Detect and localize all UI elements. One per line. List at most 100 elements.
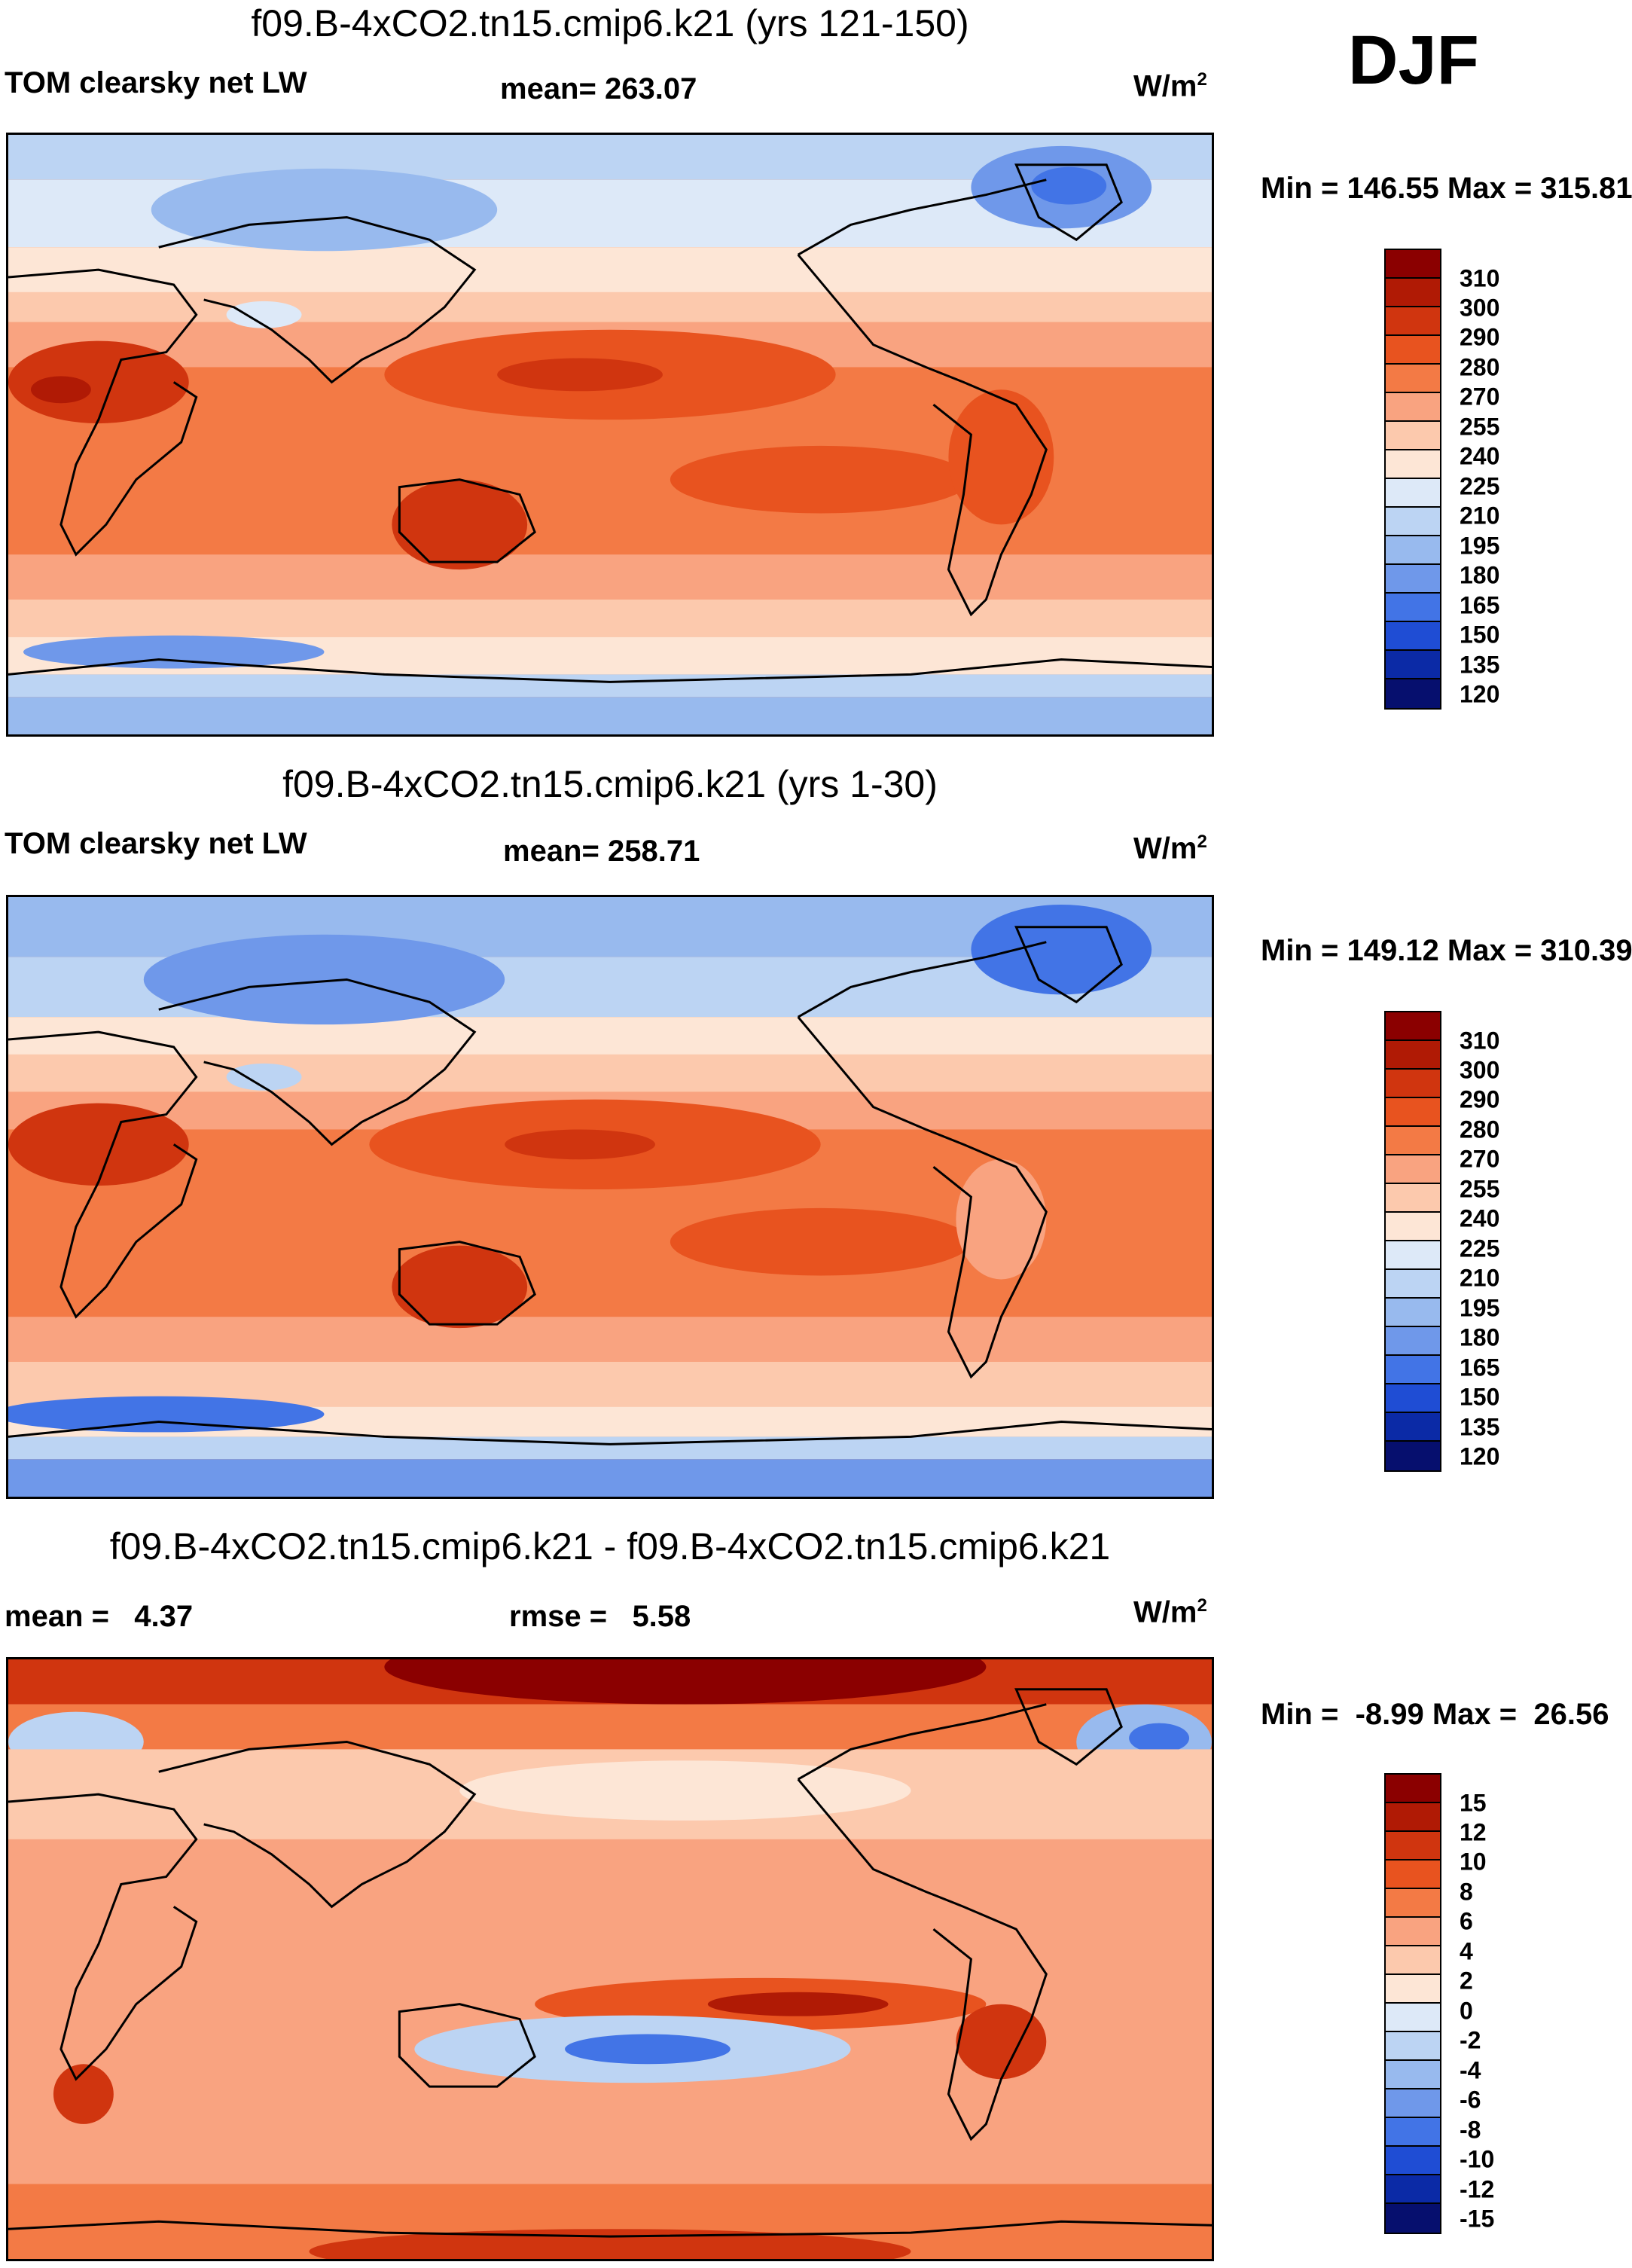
cb2-tick: 225 <box>1460 1235 1500 1262</box>
panel1-title: f09.B-4xCO2.tn15.cmip6.k21 (yrs 121-150) <box>251 2 969 44</box>
antarctic-warm <box>309 2229 911 2259</box>
cb1-tick: 255 <box>1460 413 1500 441</box>
cb1-box <box>1386 594 1440 622</box>
africa-coast <box>8 1793 198 2081</box>
spac-warm <box>670 445 972 514</box>
panel3-map-svg <box>8 1659 1212 2259</box>
cb2-tick: 255 <box>1460 1175 1500 1203</box>
cb2-tick: 310 <box>1460 1027 1500 1055</box>
cb3-box <box>1386 1803 1440 1832</box>
cb1-box <box>1386 536 1440 565</box>
greenland-cold <box>971 904 1152 995</box>
coastlines <box>8 926 1212 1445</box>
eurasia-coast <box>158 978 477 1146</box>
greenland-core <box>1031 166 1107 205</box>
cb3-box <box>1386 2032 1440 2061</box>
band-south1 <box>8 554 1212 600</box>
cb3-box <box>1386 2004 1440 2032</box>
australia-coast <box>398 478 536 563</box>
panel3-rmse: rmse = 5.58 <box>509 1600 691 1633</box>
cb2-box <box>1386 1384 1440 1413</box>
antarctica-coast <box>8 1421 1212 1445</box>
cb3-tick: 2 <box>1460 1967 1473 1995</box>
band-south1 <box>8 1317 1212 1362</box>
cb3-tick: -8 <box>1460 2116 1481 2144</box>
greenland-coast <box>1014 163 1123 242</box>
eurasia-coast <box>158 1740 477 1909</box>
cb1-tick: 240 <box>1460 442 1500 470</box>
cb1-box <box>1386 250 1440 279</box>
africa-coast <box>8 268 198 557</box>
panel1-map <box>6 133 1214 737</box>
cb2-tick: 270 <box>1460 1145 1500 1173</box>
cb3-tick: 15 <box>1460 1789 1487 1817</box>
namerica-north <box>797 941 1047 1018</box>
npac-warm-core <box>707 1992 889 2016</box>
cb1-box <box>1386 622 1440 651</box>
cb3-tick: 10 <box>1460 1848 1487 1876</box>
australia-warm <box>392 479 528 570</box>
band-subtrop <box>8 1054 1212 1092</box>
panel3-colorbar <box>1384 1773 1441 2234</box>
panel1-minmax: Min = 146.55 Max = 315.81 <box>1261 172 1632 205</box>
eurasia-coast <box>158 215 477 384</box>
panel2-map <box>6 895 1214 1499</box>
cb3-box <box>1386 2118 1440 2147</box>
panel3-map <box>6 1657 1214 2261</box>
cb1-box <box>1386 508 1440 536</box>
cb2-tick: 290 <box>1460 1085 1500 1113</box>
cb2-box <box>1386 1270 1440 1299</box>
cb1-box <box>1386 651 1440 679</box>
cb1-box <box>1386 307 1440 336</box>
cb3-tick: -12 <box>1460 2175 1495 2203</box>
cb1-box <box>1386 279 1440 307</box>
panel3-mean: mean = 4.37 <box>5 1600 194 1633</box>
npac-neutral <box>459 1760 911 1821</box>
panel2-colorbar <box>1384 1011 1441 1472</box>
greenland-coast <box>1014 926 1123 1004</box>
panel2-units: W/m2 <box>1133 832 1207 865</box>
cb1-tick: 210 <box>1460 502 1500 530</box>
cb1-tick: 150 <box>1460 621 1500 649</box>
cb2-tick: 300 <box>1460 1056 1500 1084</box>
siberia-cold <box>151 168 498 252</box>
band-subtrop <box>8 292 1212 322</box>
africa-coast <box>8 1030 198 1319</box>
cb1-tick: 120 <box>1460 680 1500 708</box>
spac-warm <box>670 1207 972 1276</box>
cb3-box <box>1386 2061 1440 2089</box>
band-antarctic2 <box>8 1459 1212 1497</box>
namerica-north <box>797 1703 1047 1781</box>
cb1-tick: 195 <box>1460 532 1500 560</box>
cb2-box <box>1386 1070 1440 1098</box>
australia-warm <box>392 1245 528 1329</box>
samerica-warm <box>948 389 1054 525</box>
antarctic-cold <box>8 1396 325 1433</box>
cb3-tick: 8 <box>1460 1878 1473 1906</box>
band-highlat <box>8 1704 1212 1750</box>
amazon-warm <box>956 2004 1047 2080</box>
panel1-variable: TOM clearsky net LW <box>5 66 307 99</box>
band-midlat <box>8 1017 1212 1055</box>
cb2-tick: 135 <box>1460 1413 1500 1441</box>
cb1-tick: 270 <box>1460 383 1500 411</box>
cb1-box <box>1386 336 1440 365</box>
cb1-tick: 165 <box>1460 591 1500 619</box>
cb1-tick: 300 <box>1460 294 1500 322</box>
cb3-tick: -2 <box>1460 2026 1481 2054</box>
cb2-box <box>1386 1213 1440 1241</box>
cb3-box <box>1386 1775 1440 1803</box>
cb1-box <box>1386 565 1440 594</box>
panel2-minmax: Min = 149.12 Max = 310.39 <box>1261 934 1632 967</box>
cb3-tick: 4 <box>1460 1937 1473 1965</box>
cb2-box <box>1386 1299 1440 1327</box>
cb2-box <box>1386 1442 1440 1470</box>
cb2-tick: 240 <box>1460 1204 1500 1232</box>
panel1-units: W/m2 <box>1133 69 1207 103</box>
cb3-box <box>1386 1975 1440 2004</box>
natlantic-core <box>1129 1723 1190 1754</box>
antarctica-coast <box>8 658 1212 683</box>
cb3-box <box>1386 2204 1440 2233</box>
cb2-tick: 210 <box>1460 1264 1500 1292</box>
cb3-tick: -6 <box>1460 2086 1481 2114</box>
